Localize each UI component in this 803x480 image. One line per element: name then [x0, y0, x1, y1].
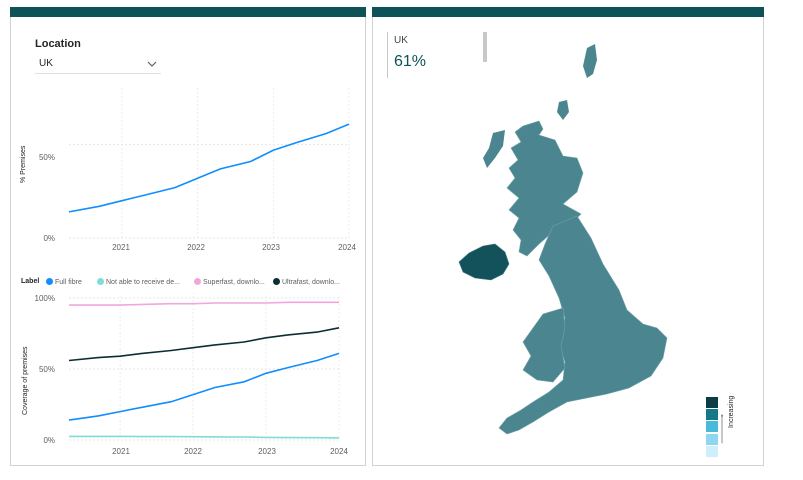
map-region-wales[interactable]: [522, 307, 566, 383]
scale-swatch[interactable]: [706, 397, 718, 408]
series-line-ultrafast-downlo[interactable]: [68, 327, 340, 362]
x-tick-label: 2023: [258, 447, 276, 456]
kpi-divider: [483, 32, 487, 62]
location-dropdown-value: UK: [39, 58, 53, 69]
map-island: [483, 130, 505, 168]
y-tick-label: 50%: [39, 365, 55, 374]
series-line-full-fibre[interactable]: [68, 123, 350, 213]
series-line-not-able-to-receive-de[interactable]: [69, 435, 340, 439]
legend-dot: [194, 278, 201, 285]
location-slicer-title: Location: [35, 38, 81, 50]
scale-swatch[interactable]: [706, 445, 718, 457]
kpi-value: 61%: [394, 53, 427, 70]
legend-dot: [97, 278, 104, 285]
chevron-down-icon: [147, 61, 157, 67]
map-panel: UK 61% Increasing: [372, 7, 764, 466]
chart-legend: Label Full fibre Not able to receive de.…: [21, 278, 361, 292]
x-tick-label: 2024: [330, 447, 348, 456]
legend-dot: [46, 278, 53, 285]
y-axis-label: Coverage of premises: [22, 346, 29, 415]
y-axis-label: % Premises: [20, 145, 27, 183]
premises-line-chart[interactable]: % Premises 0% 50% 2021 2022 2023 2024: [11, 78, 365, 258]
y-tick-label: 100%: [35, 294, 55, 303]
series-line-superfast-downlo[interactable]: [69, 301, 339, 306]
uk-filled-map[interactable]: [373, 8, 765, 467]
legend-dot: [273, 278, 280, 285]
scale-swatch[interactable]: [706, 409, 718, 421]
scale-swatch[interactable]: [706, 433, 718, 445]
legend-item-superfast[interactable]: Superfast, downlo...: [194, 278, 265, 286]
legend-item-full-fibre[interactable]: Full fibre: [46, 278, 82, 286]
map-region-northern-ireland[interactable]: [458, 243, 510, 281]
y-tick-label: 50%: [39, 153, 55, 162]
panel-header-bar: [10, 7, 366, 17]
scale-label: Increasing: [728, 395, 735, 428]
kpi-label: UK: [394, 35, 408, 46]
legend-title: Label: [21, 278, 40, 285]
color-scale-legend: [706, 397, 720, 459]
x-tick-label: 2023: [262, 243, 280, 252]
coverage-line-chart[interactable]: Coverage of premises 0% 50% 100% 2021 20…: [11, 293, 365, 465]
y-tick-label: 0%: [43, 436, 55, 445]
x-tick-label: 2022: [187, 243, 205, 252]
charts-panel: Location UK % Premises 0% 50% 2021 2022 …: [10, 7, 366, 466]
panel-header-bar: [372, 7, 764, 17]
scale-swatch[interactable]: [706, 421, 718, 433]
y-tick-label: 0%: [43, 234, 55, 243]
arrow-up-icon: [721, 413, 723, 444]
location-dropdown[interactable]: UK: [35, 55, 161, 74]
x-tick-label: 2021: [112, 447, 130, 456]
map-island: [583, 44, 597, 78]
map-island: [557, 100, 569, 120]
x-tick-label: 2022: [184, 447, 202, 456]
series-line-full-fibre[interactable]: [68, 352, 340, 421]
x-tick-label: 2024: [338, 243, 356, 252]
kpi-card: UK 61%: [387, 32, 468, 78]
x-tick-label: 2021: [112, 243, 130, 252]
legend-item-ultrafast[interactable]: Ultrafast, downlo...: [273, 278, 340, 286]
legend-item-not-able[interactable]: Not able to receive de...: [97, 278, 180, 286]
